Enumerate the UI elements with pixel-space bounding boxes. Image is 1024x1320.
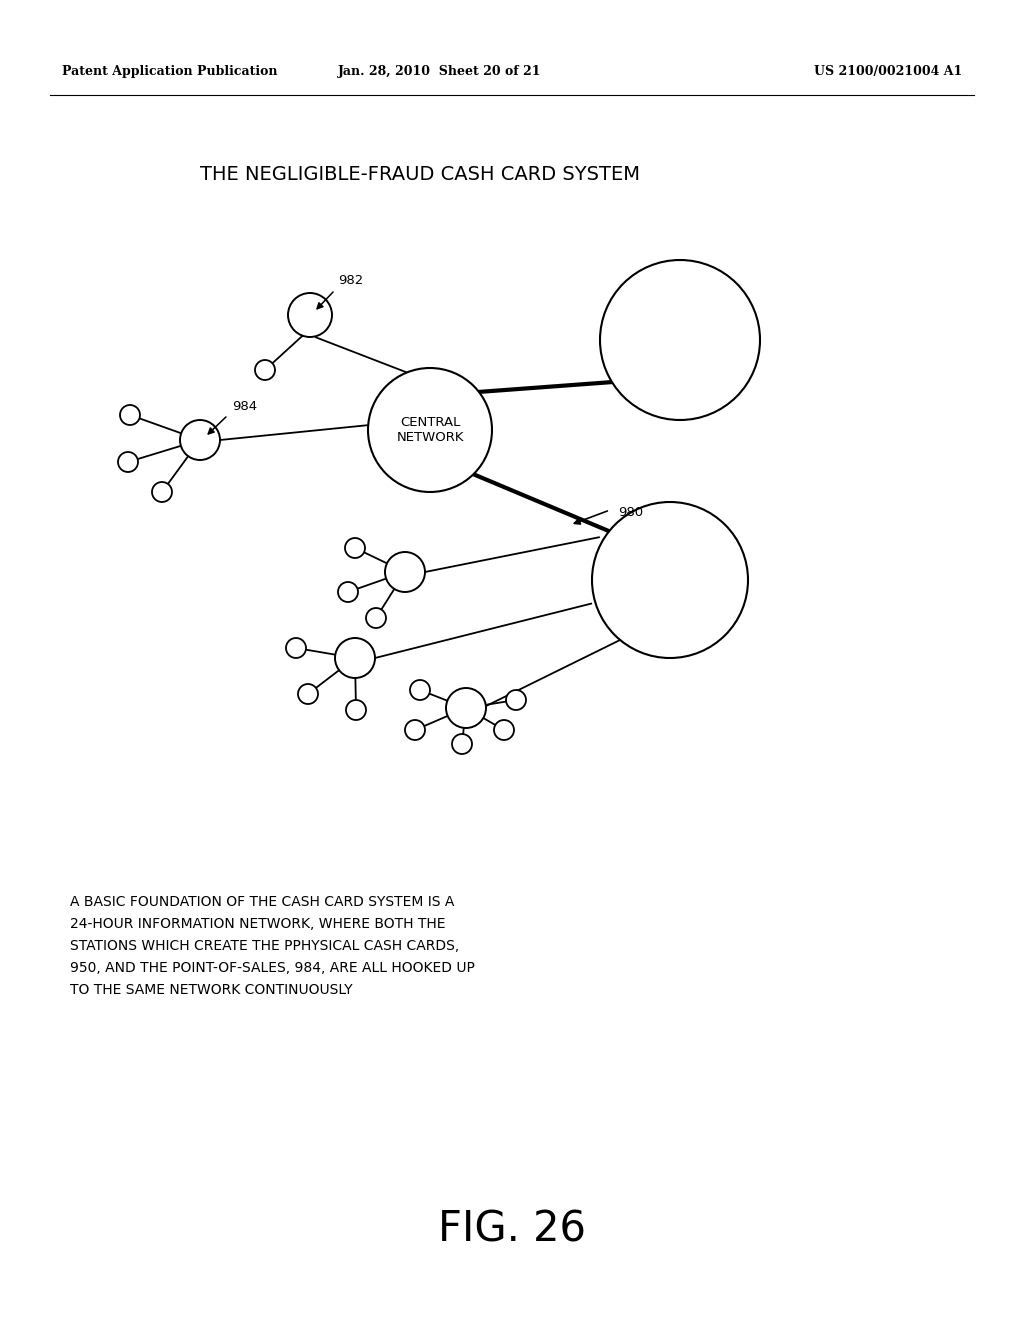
Text: 982: 982 [338,273,364,286]
Circle shape [118,451,138,473]
Circle shape [345,539,365,558]
Circle shape [452,734,472,754]
Text: Jan. 28, 2010  Sheet 20 of 21: Jan. 28, 2010 Sheet 20 of 21 [338,66,542,78]
Circle shape [366,609,386,628]
Circle shape [255,360,275,380]
Circle shape [592,502,748,657]
Circle shape [446,688,486,729]
Circle shape [506,690,526,710]
Circle shape [288,293,332,337]
Text: TO THE SAME NETWORK CONTINUOUSLY: TO THE SAME NETWORK CONTINUOUSLY [70,983,352,997]
Text: A BASIC FOUNDATION OF THE CASH CARD SYSTEM IS A: A BASIC FOUNDATION OF THE CASH CARD SYST… [70,895,455,909]
Circle shape [494,719,514,741]
Circle shape [410,680,430,700]
Text: THE NEGLIGIBLE-FRAUD CASH CARD SYSTEM: THE NEGLIGIBLE-FRAUD CASH CARD SYSTEM [200,165,640,185]
Circle shape [338,582,358,602]
Text: FIG. 26: FIG. 26 [438,1209,586,1251]
Circle shape [385,552,425,591]
Text: 984: 984 [232,400,257,412]
Text: CENTRAL
NETWORK: CENTRAL NETWORK [396,416,464,444]
Circle shape [298,684,318,704]
Circle shape [346,700,366,719]
Text: 24-HOUR INFORMATION NETWORK, WHERE BOTH THE: 24-HOUR INFORMATION NETWORK, WHERE BOTH … [70,917,445,931]
Circle shape [406,719,425,741]
Circle shape [120,405,140,425]
Circle shape [600,260,760,420]
Text: US 2100/0021004 A1: US 2100/0021004 A1 [814,66,962,78]
Text: 980: 980 [618,506,643,519]
Circle shape [368,368,492,492]
Circle shape [180,420,220,459]
Text: Patent Application Publication: Patent Application Publication [62,66,278,78]
Text: STATIONS WHICH CREATE THE PPHYSICAL CASH CARDS,: STATIONS WHICH CREATE THE PPHYSICAL CASH… [70,939,459,953]
Text: 950, AND THE POINT-OF-SALES, 984, ARE ALL HOOKED UP: 950, AND THE POINT-OF-SALES, 984, ARE AL… [70,961,475,975]
Circle shape [152,482,172,502]
Circle shape [335,638,375,678]
Circle shape [286,638,306,657]
